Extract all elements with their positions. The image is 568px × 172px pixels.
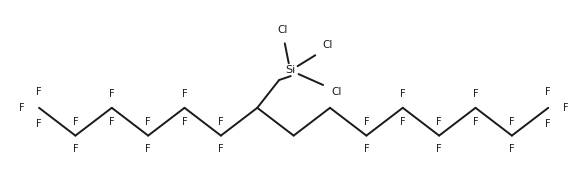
Text: F: F [436,144,442,154]
Text: F: F [182,117,187,127]
Text: Cl: Cl [332,87,342,97]
Text: F: F [400,117,406,127]
Text: F: F [145,117,151,127]
Text: F: F [73,144,78,154]
Text: F: F [473,89,478,99]
Text: F: F [145,144,151,154]
Text: F: F [182,89,187,99]
Text: F: F [436,117,442,127]
Text: F: F [509,117,515,127]
Text: F: F [400,89,406,99]
Text: F: F [19,103,24,113]
Text: Si: Si [286,65,296,75]
Text: F: F [218,144,224,154]
Text: F: F [473,117,478,127]
Text: Cl: Cl [322,40,332,50]
Text: F: F [109,117,115,127]
Text: F: F [545,119,551,129]
Text: Cl: Cl [278,25,288,35]
Text: F: F [73,117,78,127]
Text: F: F [364,144,369,154]
Text: F: F [218,117,224,127]
Text: F: F [109,89,115,99]
Text: F: F [364,117,369,127]
Text: F: F [509,144,515,154]
Text: F: F [36,119,42,129]
Text: F: F [36,87,42,97]
Text: F: F [545,87,551,97]
Text: F: F [563,103,568,113]
